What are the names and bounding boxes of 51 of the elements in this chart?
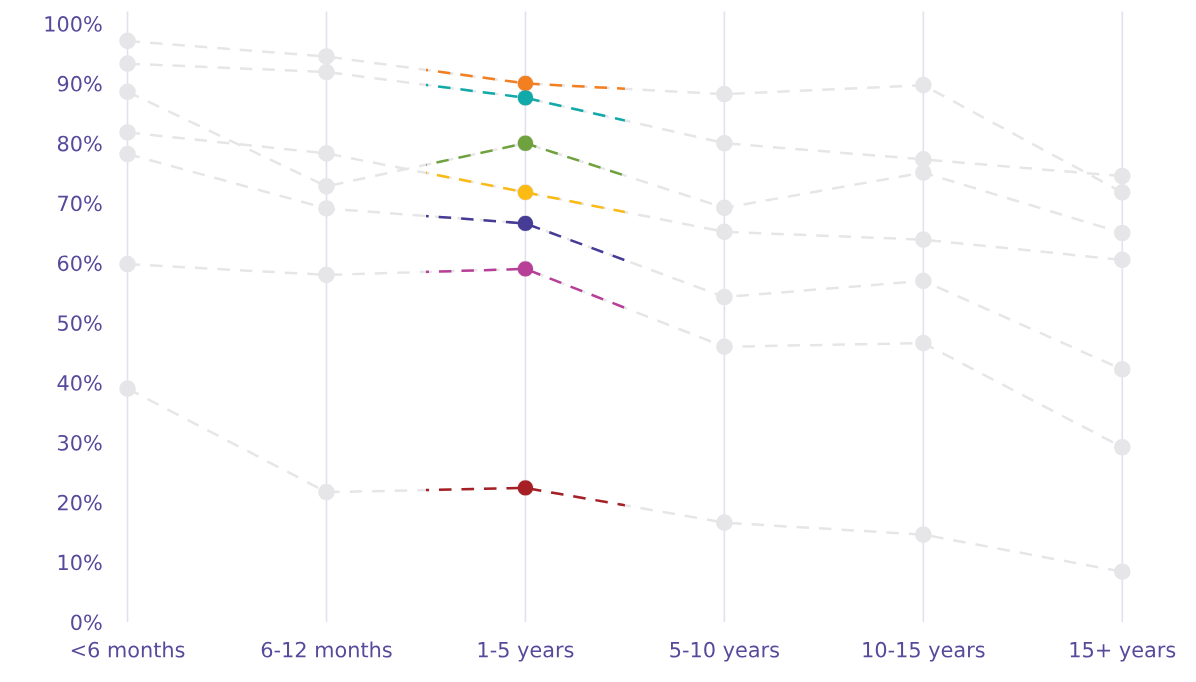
- y-tick-label: 50%: [58, 315, 102, 331]
- point: [318, 483, 335, 501]
- y-tick-label: 30%: [58, 434, 102, 451]
- point: [915, 272, 932, 290]
- point: [716, 514, 733, 531]
- point: [318, 48, 335, 65]
- point: [1113, 563, 1131, 581]
- x-tick-label: 5-10 years: [670, 641, 779, 662]
- point: [716, 134, 733, 152]
- point: [716, 199, 733, 217]
- point: [915, 76, 932, 94]
- point: [716, 223, 733, 241]
- point: [119, 83, 136, 101]
- point: [119, 32, 136, 50]
- point: [119, 124, 136, 141]
- point: [716, 338, 733, 356]
- x-tick-label: 10-15 years: [863, 641, 985, 662]
- x-tick-label: <6 months: [71, 641, 185, 658]
- point: [716, 85, 733, 103]
- y-tick-label: 90%: [57, 75, 102, 92]
- y-tick-label: 100%: [45, 16, 102, 32]
- y-tick-label: 10%: [58, 554, 102, 571]
- point: [318, 145, 335, 162]
- y-tick-label: 70%: [58, 195, 102, 212]
- point: [318, 63, 335, 81]
- x-tick-label: 1-5 years: [478, 642, 574, 662]
- point: [915, 231, 932, 248]
- y-tick-label: 20%: [58, 494, 102, 511]
- point: [318, 266, 335, 284]
- point: [318, 200, 335, 217]
- point: [1113, 361, 1131, 378]
- point: [716, 288, 733, 306]
- point: [119, 255, 136, 273]
- x-tick-label: 15+ years: [1070, 642, 1176, 662]
- point: [915, 526, 932, 543]
- y-tick-label: 40%: [57, 375, 102, 391]
- point: [1113, 224, 1131, 242]
- point: [1113, 251, 1131, 269]
- y-tick-label: 60%: [57, 255, 102, 272]
- x-tick-label: 6-12 months: [261, 641, 392, 658]
- point: [1113, 438, 1131, 456]
- point: [318, 177, 335, 195]
- point: [1113, 183, 1131, 201]
- point: [119, 145, 136, 163]
- point: [119, 55, 136, 72]
- y-tick-label: 0%: [71, 614, 102, 631]
- point: [1113, 167, 1131, 185]
- point: [915, 164, 932, 181]
- y-tick-label: 80%: [57, 135, 102, 152]
- point: [915, 334, 932, 352]
- point: [119, 380, 136, 397]
